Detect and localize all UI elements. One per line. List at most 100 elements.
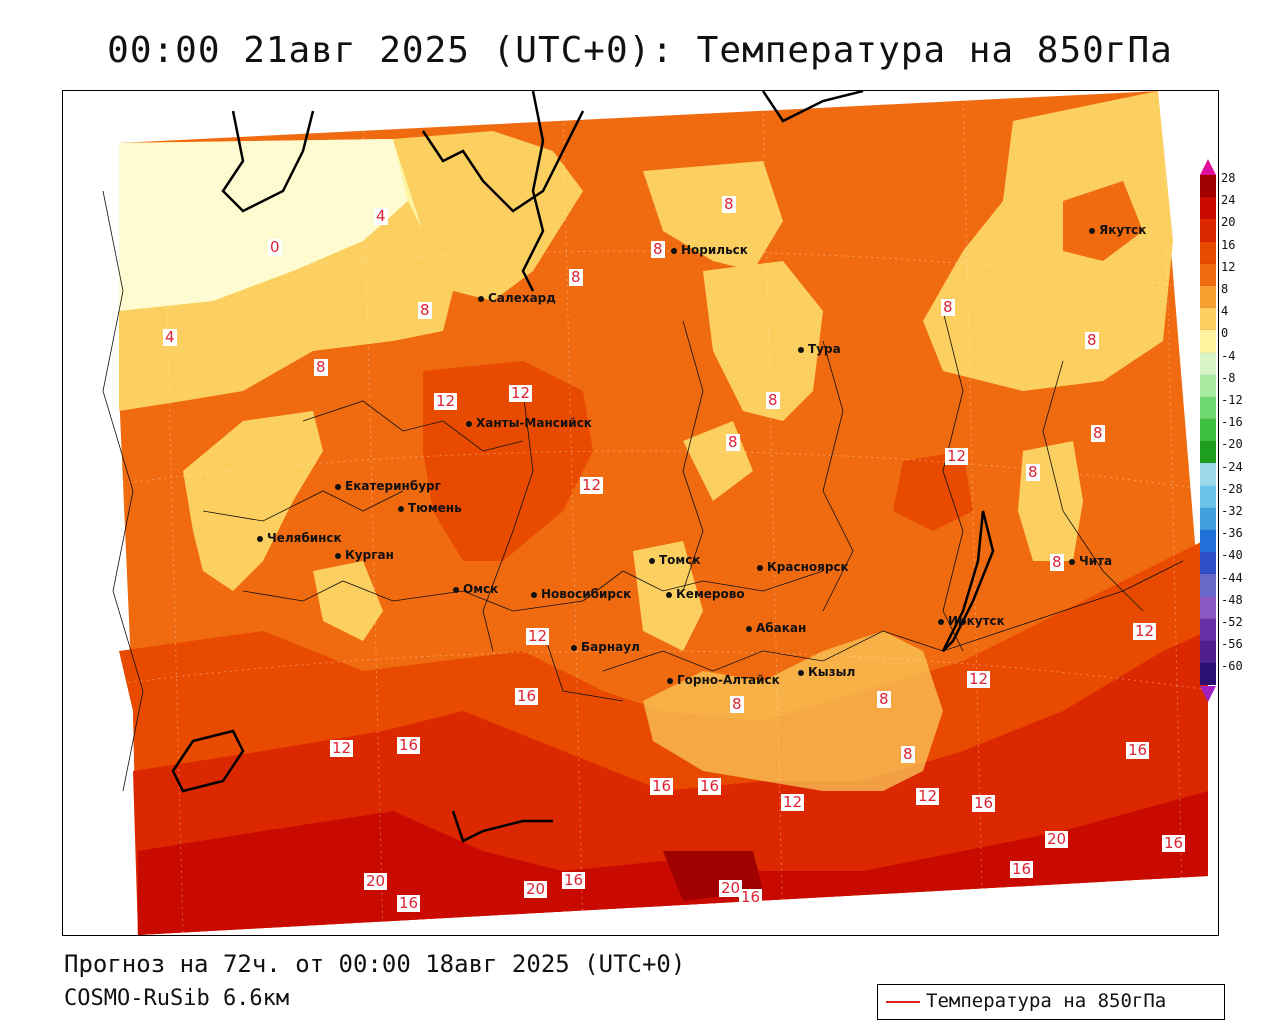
colorbar-step	[1200, 374, 1216, 397]
colorbar-step	[1200, 396, 1216, 420]
isotherm-label: 4	[374, 207, 388, 225]
colorbar-tick-label: -8	[1221, 370, 1236, 385]
city-dot-icon	[478, 295, 484, 302]
temperature-field	[63, 91, 1218, 935]
city-dot-icon	[335, 483, 341, 490]
colorbar-step	[1200, 640, 1216, 664]
colorbar-tick-label: 8	[1221, 282, 1229, 296]
colorbar-tick-label: 16	[1221, 237, 1236, 252]
city-dot-icon	[398, 505, 404, 512]
colorbar-bottom-arrow	[1200, 685, 1216, 702]
city-marker: Абакан	[746, 621, 806, 635]
city-dot-icon	[466, 420, 472, 427]
city-dot-icon	[335, 552, 341, 559]
city-dot-icon	[649, 557, 655, 564]
legend-label: Температура на 850гПа	[926, 990, 1167, 1012]
colorbar-tick-label: -40	[1221, 548, 1243, 563]
isotherm-label: 16	[739, 888, 763, 906]
map-area: Норильск Якутск Салехард Тура Ханты-Манс…	[62, 90, 1219, 936]
city-marker: Тюмень	[398, 501, 462, 515]
colorbar-step	[1200, 263, 1216, 286]
isotherm-label: 8	[1091, 424, 1105, 442]
city-marker: Чита	[1069, 554, 1112, 568]
colorbar-tick-label: -48	[1221, 592, 1243, 607]
isotherm-label: 12	[916, 787, 940, 805]
colorbar-step	[1200, 530, 1216, 553]
colorbar-tick-label: 0	[1221, 326, 1229, 341]
colorbar-top-arrow	[1200, 159, 1216, 175]
isotherm-label: 8	[941, 298, 955, 316]
isotherm-label: 8	[1026, 463, 1040, 481]
city-marker: Салехард	[478, 291, 556, 305]
colorbar-step	[1200, 463, 1216, 486]
isotherm-label: 20	[719, 879, 743, 897]
city-marker: Красноярск	[757, 560, 849, 574]
colorbar-step	[1200, 552, 1216, 575]
city-dot-icon	[746, 625, 752, 632]
colorbar-step	[1200, 574, 1216, 597]
city-marker: Тура	[798, 342, 841, 356]
colorbar-tick-label: -32	[1221, 504, 1243, 518]
isotherm-label: 12	[526, 627, 550, 645]
isotherm-label: 16	[397, 736, 421, 754]
isotherm-label: 8	[1085, 331, 1099, 349]
isotherm-label: 12	[434, 392, 458, 410]
colorbar-step	[1200, 219, 1216, 242]
city-dot-icon	[453, 586, 459, 593]
colorbar-tick-label: -44	[1221, 570, 1243, 585]
colorbar-tick-label: -28	[1221, 481, 1243, 496]
isotherm-label: 20	[524, 880, 548, 898]
forecast-info: Прогноз на 72ч. от 00:00 18авг 2025 (UTC…	[64, 950, 686, 978]
colorbar-tick-label: 4	[1221, 304, 1229, 319]
color-scale	[1200, 159, 1216, 702]
isotherm-label: 16	[397, 894, 421, 912]
colorbar-step	[1200, 485, 1216, 508]
city-dot-icon	[1069, 558, 1075, 565]
isotherm-label: 8	[651, 240, 665, 258]
isotherm-label: 8	[418, 301, 432, 319]
city-marker: Челябинск	[257, 531, 342, 545]
colorbar-step	[1200, 330, 1216, 353]
isotherm-label: 12	[580, 476, 604, 494]
city-marker: Новосибирск	[531, 587, 631, 601]
city-dot-icon	[938, 618, 944, 625]
isotherm-label: 4	[163, 328, 177, 346]
colorbar-step	[1200, 618, 1216, 641]
colorbar-tick-label: -24	[1221, 459, 1243, 474]
city-dot-icon	[757, 564, 763, 571]
city-marker: Омск	[453, 582, 498, 596]
city-dot-icon	[671, 247, 677, 254]
isotherm-label: 12	[945, 447, 969, 465]
isotherm-label: 12	[509, 384, 533, 402]
isotherm-label: 12	[781, 793, 805, 811]
colorbar-tick-label: -12	[1221, 393, 1243, 407]
colorbar-step	[1200, 441, 1216, 464]
isotherm-label: 16	[515, 687, 539, 705]
colorbar-step	[1200, 419, 1216, 442]
city-dot-icon	[1089, 227, 1095, 234]
city-dot-icon	[666, 591, 672, 598]
city-dot-icon	[798, 669, 804, 676]
city-dot-icon	[667, 677, 673, 684]
colorbar-step	[1200, 663, 1216, 686]
city-marker: Томск	[649, 553, 701, 567]
isotherm-label: 8	[766, 391, 780, 409]
isotherm-label: 8	[726, 433, 740, 451]
isotherm-label: 16	[698, 777, 722, 795]
colorbar-step	[1200, 507, 1216, 530]
isotherm-label: 20	[364, 872, 388, 890]
colorbar-tick-label: 24	[1221, 193, 1236, 208]
colorbar-step	[1200, 241, 1216, 264]
isotherm-label: 20	[1045, 830, 1069, 848]
city-marker: Барнаул	[571, 640, 640, 654]
colorbar-step	[1200, 308, 1216, 331]
isotherm-label: 8	[569, 268, 583, 286]
city-marker: Курган	[335, 548, 394, 562]
colorbar-step	[1200, 352, 1216, 375]
isotherm-label: 8	[314, 358, 328, 376]
model-name: COSMO-RuSib 6.6км	[64, 986, 290, 1011]
colorbar-step	[1200, 175, 1216, 198]
city-marker: Екатеринбург	[335, 479, 441, 493]
legend: Температура на 850гПа	[877, 984, 1225, 1020]
isotherm-label: 12	[967, 670, 991, 688]
